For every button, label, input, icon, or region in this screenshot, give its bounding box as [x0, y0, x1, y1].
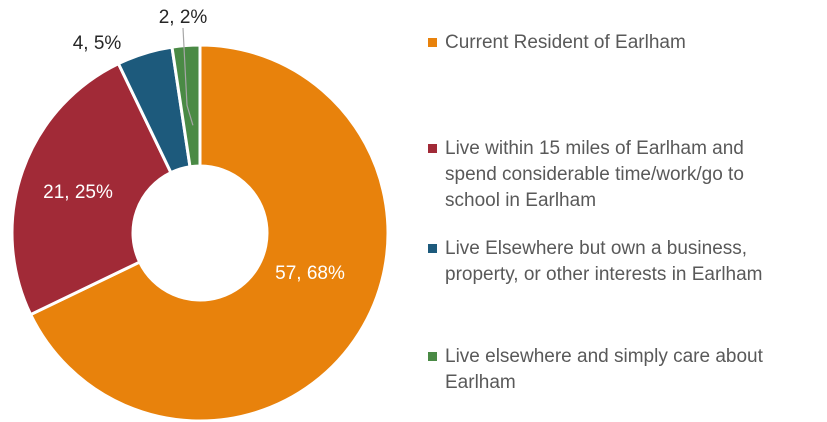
leader-line — [182, 27, 194, 126]
legend-label: Live Elsewhere but own a business, proper… — [445, 238, 763, 285]
legend-item-within-15-miles: Live within 15 miles of Earlham and spend… — [428, 136, 818, 214]
data-label-within-15-miles: 21, 25% — [43, 182, 113, 203]
legend-label: Current Resident of Earlham — [445, 32, 686, 53]
legend-item-live-elsewhere-business: Live Elsewhere but own a business, proper… — [428, 236, 818, 288]
legend-swatch — [428, 352, 437, 361]
legend-item-live-elsewhere-care: Live elsewhere and simply care about Earl… — [428, 344, 818, 396]
doughnut-chart: 57, 68% 21, 25% 4, 5% 2, 2% — [10, 7, 390, 422]
slice-current-resident — [28, 43, 390, 422]
legend-swatch — [428, 144, 437, 153]
legend-item-current-resident: Current Resident of Earlham — [428, 30, 818, 56]
data-label-current-resident: 57, 68% — [275, 263, 345, 284]
legend-label: Live elsewhere and simply care about Earl… — [445, 346, 763, 393]
data-label-live-elsewhere-care: 2, 2% — [159, 7, 208, 28]
slice-live-elsewhere-care — [170, 43, 202, 169]
legend-swatch — [428, 244, 437, 253]
slice-within-15-miles — [10, 61, 173, 317]
legend-label: Live within 15 miles of Earlham and spend… — [445, 138, 744, 211]
data-label-live-elsewhere-business: 4, 5% — [73, 33, 122, 54]
legend-swatch — [428, 38, 437, 47]
